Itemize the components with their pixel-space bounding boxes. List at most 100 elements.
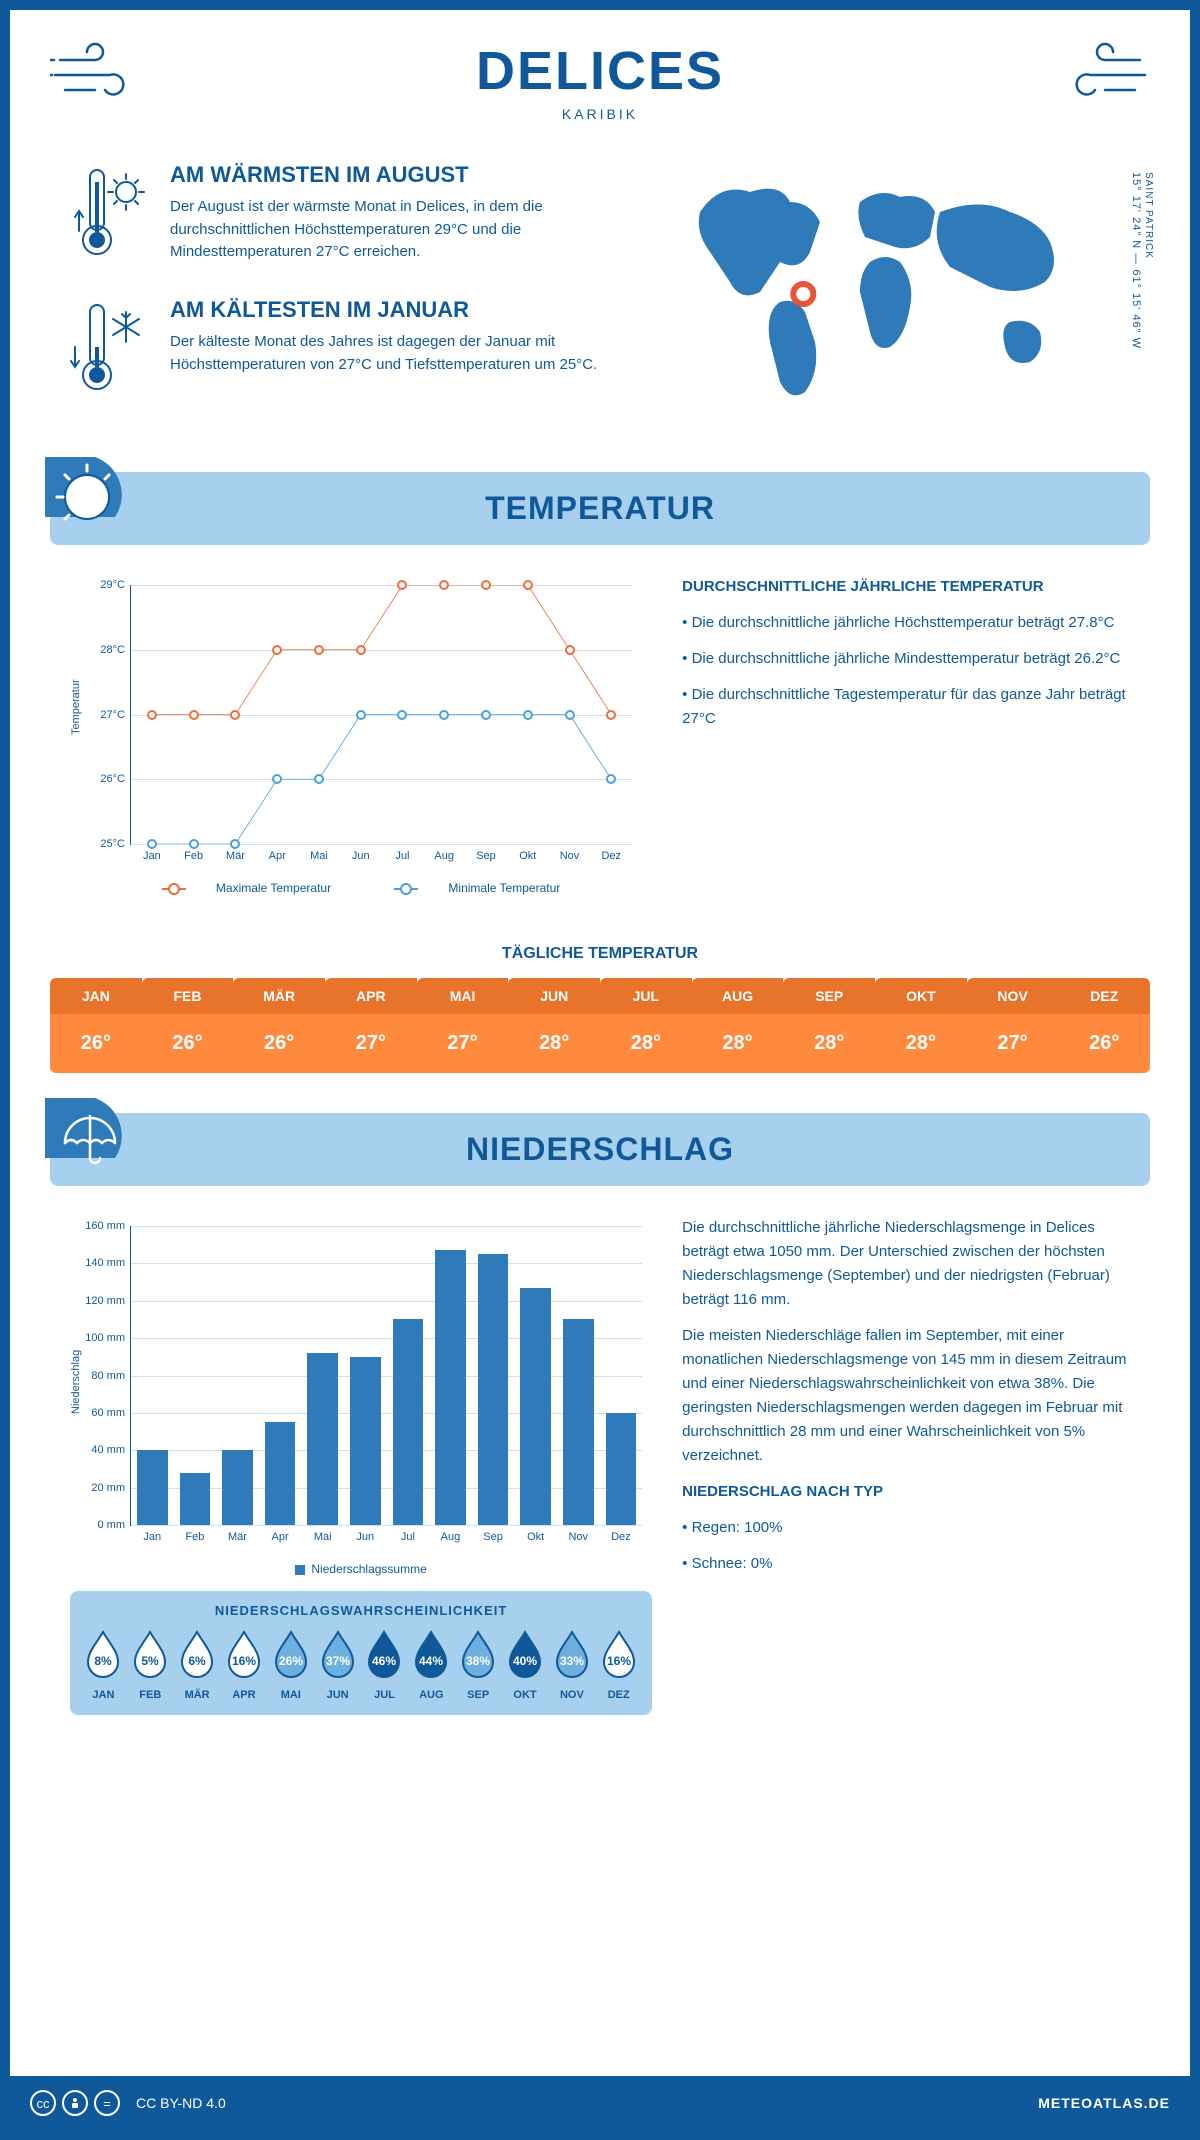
x-tick: Nov <box>560 850 580 862</box>
svg-text:26%: 26% <box>279 1654 303 1668</box>
x-tick: Jan <box>143 1531 161 1543</box>
umbrella-icon <box>45 1098 135 1188</box>
x-tick: Aug <box>441 1531 461 1543</box>
month-header: AUG <box>692 978 784 1014</box>
temperature-info: DURCHSCHNITTLICHE JÄHRLICHE TEMPERATUR •… <box>682 575 1130 895</box>
data-point <box>189 839 199 849</box>
bar <box>180 1473 211 1525</box>
section-header-temperature: TEMPERATUR <box>50 472 1150 545</box>
x-tick: Dez <box>602 850 622 862</box>
temp-value: 28° <box>783 1014 875 1073</box>
y-tick: 80 mm <box>91 1370 125 1382</box>
page: DELICES KARIBIK AM WÄRMSTEN IM AUGUST De… <box>0 0 1200 2140</box>
table-column: AUG28° <box>692 978 784 1073</box>
license-text: CC BY-ND 4.0 <box>136 2095 226 2111</box>
footer: cc = CC BY-ND 4.0 METEOATLAS.DE <box>0 2076 1200 2130</box>
bar <box>222 1450 253 1525</box>
temp-value: 28° <box>600 1014 692 1073</box>
x-tick: Apr <box>269 850 286 862</box>
month-label: FEB <box>129 1689 172 1701</box>
fact-warmest: AM WÄRMSTEN IM AUGUST Der August ist der… <box>70 162 630 267</box>
fact-coldest: AM KÄLTESTEN IM JANUAR Der kälteste Mona… <box>70 297 630 402</box>
info-bullet: • Schnee: 0% <box>682 1552 1130 1576</box>
y-tick: 26°C <box>100 773 125 785</box>
precip-bar-chart: Niederschlag 0 mm20 mm40 mm60 mm80 mm100… <box>70 1216 652 1715</box>
drop-icon: 26% <box>272 1630 310 1678</box>
y-tick: 60 mm <box>91 1407 125 1419</box>
bar <box>265 1422 296 1525</box>
page-title: DELICES <box>30 40 1170 102</box>
chart-legend: Maximale Temperatur Minimale Temperatur <box>70 881 652 895</box>
temperature-line-chart: Temperatur 25°C26°C27°C28°C29°CJanFebMär… <box>70 575 652 895</box>
month-header: APR <box>325 978 417 1014</box>
month-label: NOV <box>550 1689 593 1701</box>
info-bullet: • Die durchschnittliche Tagestemperatur … <box>682 683 1130 731</box>
thermometer-hot-icon <box>70 162 150 267</box>
y-tick: 40 mm <box>91 1444 125 1456</box>
daily-temp-title: TÄGLICHE TEMPERATUR <box>10 945 1190 963</box>
svg-text:16%: 16% <box>232 1654 256 1668</box>
prob-item: 44%AUG <box>410 1630 453 1701</box>
x-tick: Mai <box>310 850 328 862</box>
month-label: DEZ <box>597 1689 640 1701</box>
fact-warmest-title: AM WÄRMSTEN IM AUGUST <box>170 162 630 188</box>
temp-value: 27° <box>417 1014 509 1073</box>
svg-text:6%: 6% <box>188 1654 206 1668</box>
info-paragraph: Die durchschnittliche jährliche Niedersc… <box>682 1216 1130 1312</box>
drop-icon: 40% <box>506 1630 544 1678</box>
month-header: FEB <box>142 978 234 1014</box>
prob-item: 38%SEP <box>457 1630 500 1701</box>
x-tick: Feb <box>184 850 203 862</box>
bar <box>307 1353 338 1525</box>
month-label: JAN <box>82 1689 125 1701</box>
data-point <box>230 839 240 849</box>
cc-icon: cc <box>30 2090 56 2116</box>
table-column: MAI27° <box>417 978 509 1073</box>
table-column: APR27° <box>325 978 417 1073</box>
data-point <box>314 774 324 784</box>
info-bullet: • Die durchschnittliche jährliche Mindes… <box>682 647 1130 671</box>
temp-value: 26° <box>233 1014 325 1073</box>
precip-info: Die durchschnittliche jährliche Niedersc… <box>682 1216 1130 1715</box>
svg-text:16%: 16% <box>607 1654 631 1668</box>
data-point <box>272 774 282 784</box>
drop-icon: 44% <box>412 1630 450 1678</box>
temp-value: 28° <box>692 1014 784 1073</box>
svg-text:33%: 33% <box>560 1654 584 1668</box>
x-tick: Mär <box>226 850 245 862</box>
x-tick: Jul <box>401 1531 415 1543</box>
x-tick: Sep <box>476 850 496 862</box>
chart-ylabel: Temperatur <box>70 679 82 735</box>
prob-item: 6%MÄR <box>176 1630 219 1701</box>
bar <box>137 1450 168 1525</box>
prob-item: 46%JUL <box>363 1630 406 1701</box>
table-column: SEP28° <box>783 978 875 1073</box>
wind-icon <box>50 40 160 115</box>
x-tick: Dez <box>611 1531 631 1543</box>
prob-title: NIEDERSCHLAGSWAHRSCHEINLICHKEIT <box>82 1603 640 1618</box>
month-header: JUN <box>508 978 600 1014</box>
svg-text:46%: 46% <box>372 1654 396 1668</box>
table-column: OKT28° <box>875 978 967 1073</box>
month-header: SEP <box>783 978 875 1014</box>
x-tick: Nov <box>568 1531 588 1543</box>
temp-value: 28° <box>508 1014 600 1073</box>
prob-item: 5% FEB <box>129 1630 172 1701</box>
prob-item: 40%OKT <box>504 1630 547 1701</box>
prob-item: 33% NOV <box>550 1630 593 1701</box>
info-paragraph: Die meisten Niederschläge fallen im Sept… <box>682 1324 1130 1468</box>
section-title: TEMPERATUR <box>70 490 1130 527</box>
drop-icon: 46% <box>365 1630 403 1678</box>
bar <box>478 1254 509 1525</box>
svg-text:5%: 5% <box>142 1654 160 1668</box>
svg-text:44%: 44% <box>419 1654 443 1668</box>
x-tick: Apr <box>272 1531 289 1543</box>
bar <box>563 1319 594 1525</box>
intro-facts: AM WÄRMSTEN IM AUGUST Der August ist der… <box>70 162 630 432</box>
temp-value: 26° <box>142 1014 234 1073</box>
intro-section: AM WÄRMSTEN IM AUGUST Der August ist der… <box>10 162 1190 472</box>
table-column: JAN26° <box>50 978 142 1073</box>
bar <box>350 1357 381 1525</box>
y-tick: 100 mm <box>85 1332 125 1344</box>
wind-icon <box>1040 40 1150 115</box>
